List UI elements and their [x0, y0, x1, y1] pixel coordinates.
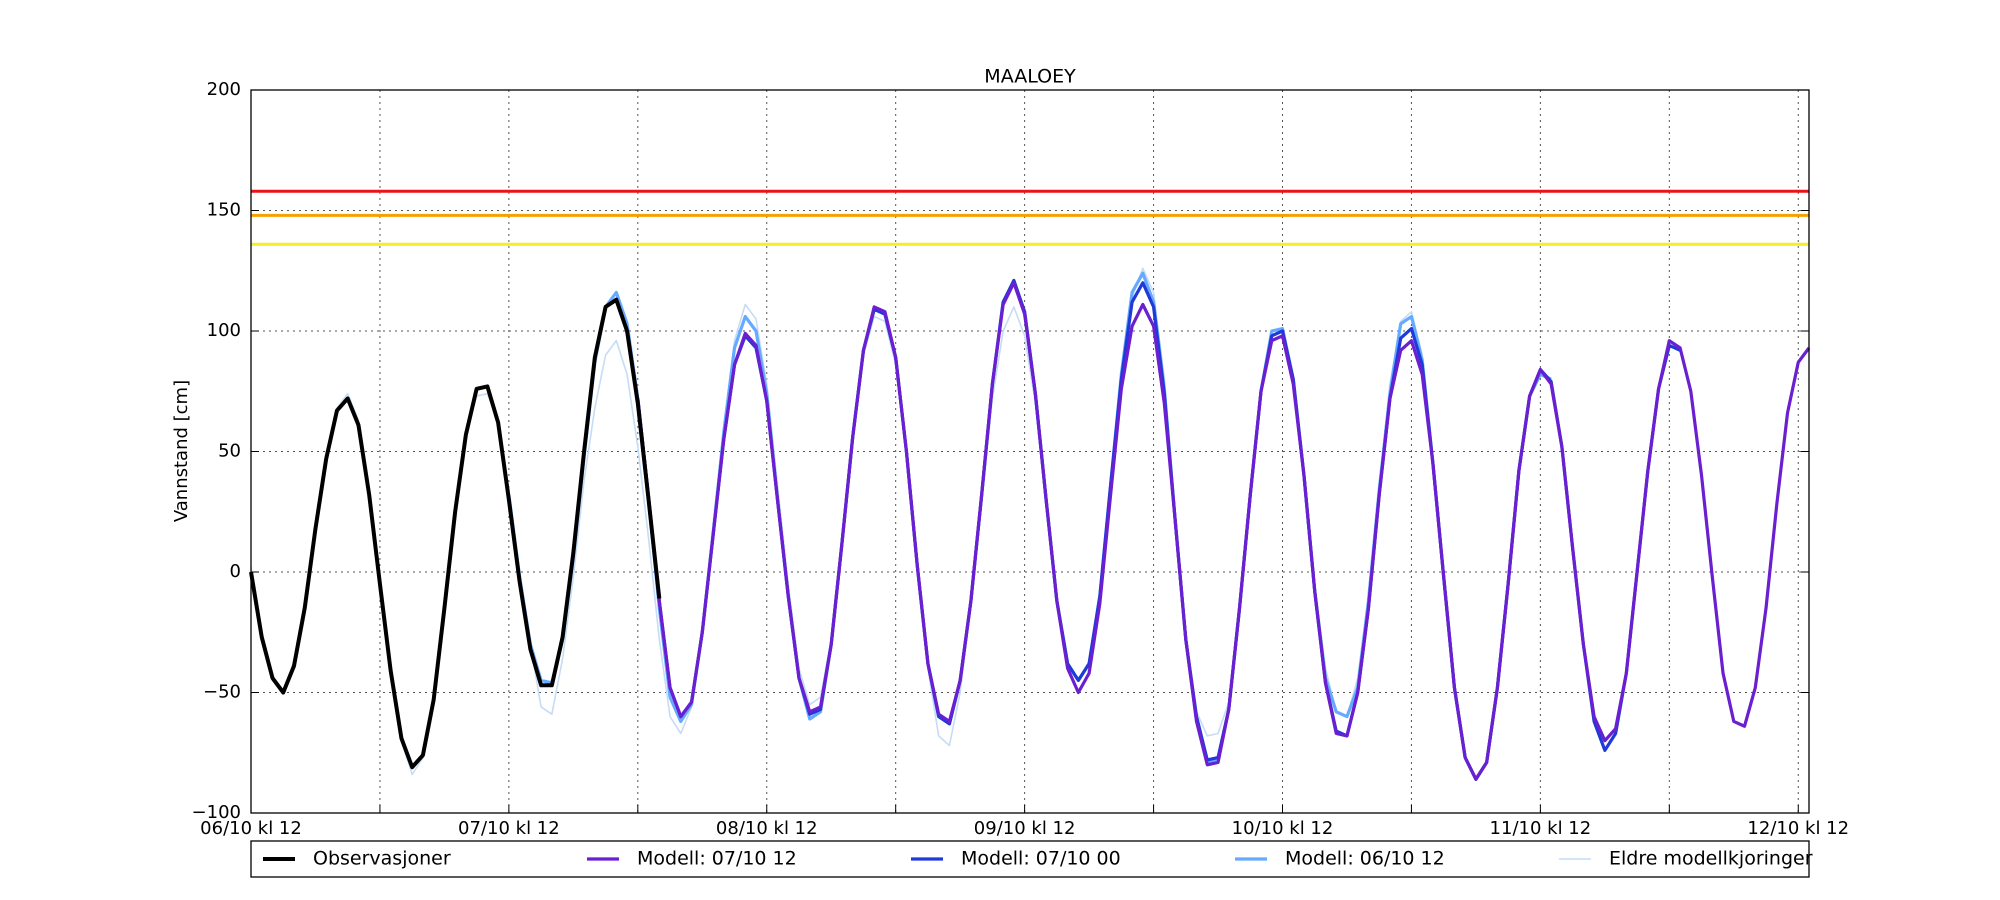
y-tick-label: 200 [207, 79, 241, 100]
plot-lines [249, 189, 1811, 781]
chart-title: MAALOEY [984, 66, 1076, 88]
x-tick-label: 09/10 kl 12 [974, 818, 1076, 839]
x-tick-label: 10/10 kl 12 [1232, 818, 1334, 839]
legend-label: Eldre modellkjoringer [1609, 848, 1813, 870]
x-tick-label: 07/10 kl 12 [458, 818, 560, 839]
legend-box [250, 840, 1810, 878]
axes: −100 −50 0 50 100 150 200 06/10 kl 12 07/10 kl 1… [192, 79, 1850, 839]
legend: Observasjoner Modell: 07/10 12 Modell: 07/… [263, 848, 1813, 870]
y-tick-label: −100 [192, 802, 241, 823]
y-tick-label: 50 [218, 441, 241, 462]
y-axis-label: Vannstand [cm] [171, 380, 192, 522]
series-line [249, 297, 662, 770]
x-tick-label: 11/10 kl 12 [1490, 818, 1592, 839]
x-tick-label: 08/10 kl 12 [716, 818, 818, 839]
legend-label: Modell: 07/10 00 [961, 848, 1121, 870]
legend-label: Observasjoner [313, 848, 451, 870]
x-tick-label: 12/10 kl 12 [1747, 818, 1849, 839]
y-tick-label: 0 [230, 561, 241, 582]
legend-label: Modell: 06/10 12 [1285, 848, 1445, 870]
y-tick-label: −50 [203, 682, 241, 703]
series-line [636, 281, 1811, 781]
x-tick-label: 06/10 kl 12 [200, 818, 302, 839]
y-tick-label: 100 [207, 320, 241, 341]
y-tick-label: 150 [207, 200, 241, 221]
legend-label: Modell: 07/10 12 [637, 848, 797, 870]
